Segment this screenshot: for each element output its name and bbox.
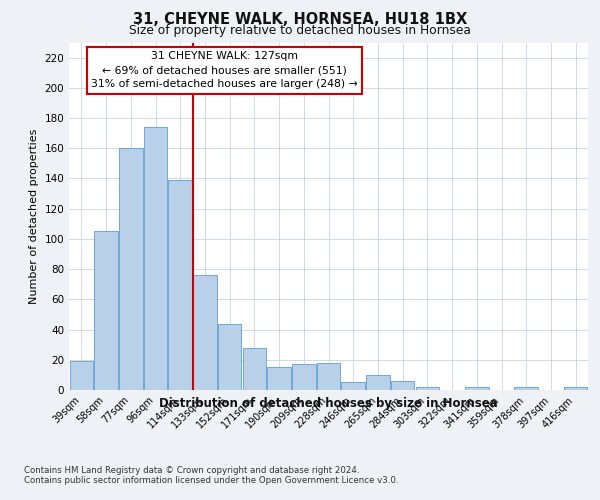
Bar [341, 382, 365, 390]
Bar [465, 387, 488, 390]
Bar [242, 348, 266, 390]
Bar [416, 387, 439, 390]
Bar [391, 381, 415, 390]
Y-axis label: Number of detached properties: Number of detached properties [29, 128, 39, 304]
Bar [514, 387, 538, 390]
Bar [193, 275, 217, 390]
Bar [366, 375, 389, 390]
Text: Distribution of detached houses by size in Hornsea: Distribution of detached houses by size … [160, 398, 498, 410]
Bar [268, 368, 291, 390]
Bar [119, 148, 143, 390]
Bar [317, 363, 340, 390]
Bar [218, 324, 241, 390]
Bar [144, 127, 167, 390]
Text: Size of property relative to detached houses in Hornsea: Size of property relative to detached ho… [129, 24, 471, 37]
Bar [169, 180, 192, 390]
Bar [70, 362, 93, 390]
Text: Contains HM Land Registry data © Crown copyright and database right 2024.: Contains HM Land Registry data © Crown c… [24, 466, 359, 475]
Text: 31, CHEYNE WALK, HORNSEA, HU18 1BX: 31, CHEYNE WALK, HORNSEA, HU18 1BX [133, 12, 467, 26]
Text: Contains public sector information licensed under the Open Government Licence v3: Contains public sector information licen… [24, 476, 398, 485]
Bar [564, 387, 587, 390]
Text: 31 CHEYNE WALK: 127sqm
← 69% of detached houses are smaller (551)
31% of semi-de: 31 CHEYNE WALK: 127sqm ← 69% of detached… [91, 51, 358, 89]
Bar [292, 364, 316, 390]
Bar [94, 232, 118, 390]
